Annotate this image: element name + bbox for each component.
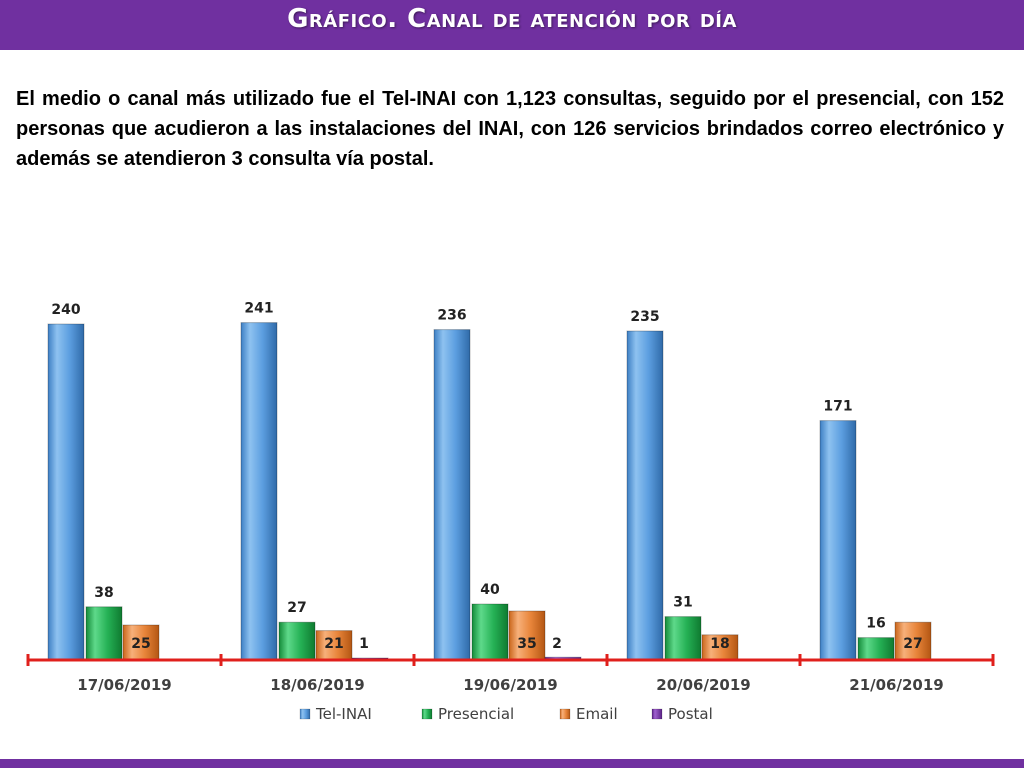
data-label-email-1: 21: [324, 636, 343, 652]
data-label-presencial-4: 16: [866, 616, 885, 632]
data-label-email-4: 27: [903, 636, 922, 652]
legend-swatch-email: [559, 708, 571, 720]
x-tick-label-3: 20/06/2019: [656, 676, 750, 694]
bar-email-1: [315, 630, 353, 661]
data-label-tel-inai-2: 236: [437, 308, 466, 324]
data-label-presencial-0: 38: [94, 585, 113, 601]
legend-swatch-tel-inai: [299, 708, 311, 720]
page-title: Gráfico. Canal de atención por día: [287, 4, 737, 34]
bar-tel-inai-2: [433, 329, 471, 661]
bar-presencial-3: [664, 616, 702, 661]
data-label-tel-inai-4: 171: [823, 399, 852, 415]
data-label-presencial-3: 31: [673, 595, 692, 611]
bar-chart: 240 38 25 17/06/2019 241 27 21 1 18/06/2019 236 40…: [26, 301, 995, 723]
x-tick-label-0: 17/06/2019: [77, 676, 171, 694]
data-label-postal-1: 1: [359, 636, 369, 652]
header-bar: Gráfico. Canal de atención por día: [0, 0, 1024, 50]
bar-tel-inai-1: [240, 322, 278, 661]
data-label-presencial-1: 27: [287, 600, 306, 616]
data-label-postal-2: 2: [552, 636, 562, 652]
x-tick-label-1: 18/06/2019: [270, 676, 364, 694]
bar-email-0: [122, 624, 160, 661]
data-label-tel-inai-1: 241: [244, 301, 273, 317]
data-label-email-3: 18: [710, 636, 729, 652]
data-label-email-0: 25: [131, 636, 150, 652]
intro-paragraph: El medio o canal más utilizado fue el Te…: [16, 88, 1004, 170]
legend-swatch-postal: [651, 708, 663, 720]
data-label-tel-inai-3: 235: [630, 309, 659, 325]
bar-email-2: [508, 610, 546, 661]
bar-presencial-0: [85, 606, 123, 661]
legend-label-presencial: Presencial: [438, 705, 514, 723]
bar-tel-inai-4: [819, 420, 857, 661]
data-label-tel-inai-0: 240: [51, 302, 80, 318]
data-label-email-2: 35: [517, 636, 536, 652]
legend-label-email: Email: [576, 705, 618, 723]
bar-tel-inai-0: [47, 323, 85, 661]
legend-swatch-presencial: [421, 708, 433, 720]
x-tick-label-4: 21/06/2019: [849, 676, 943, 694]
legend-label-tel-inai: Tel-INAI: [315, 705, 372, 723]
bar-tel-inai-3: [626, 330, 664, 661]
legend-label-postal: Postal: [668, 705, 713, 723]
bar-presencial-4: [857, 637, 895, 661]
footer-bar: [0, 759, 1024, 768]
bar-email-3: [701, 634, 739, 661]
bar-presencial-1: [278, 621, 316, 661]
x-tick-label-2: 19/06/2019: [463, 676, 557, 694]
bar-presencial-2: [471, 603, 509, 661]
data-label-presencial-2: 40: [480, 582, 500, 598]
